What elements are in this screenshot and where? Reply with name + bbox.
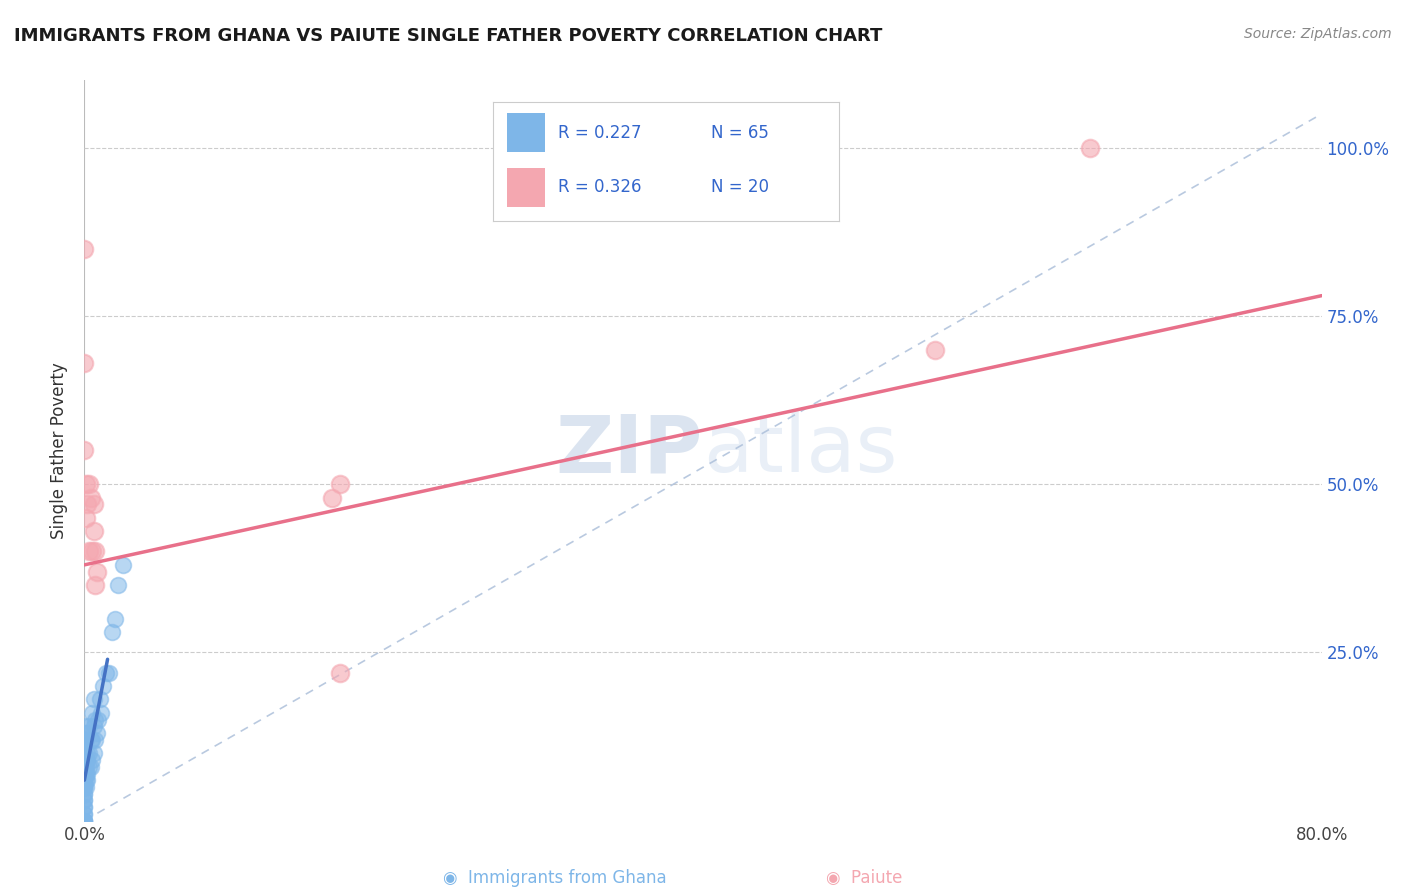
Point — [83, 719, 105, 733]
Point — [79, 760, 101, 774]
Point — [73, 766, 96, 780]
Point — [73, 747, 96, 761]
Point — [76, 766, 98, 780]
Point — [73, 242, 96, 256]
Point — [84, 732, 107, 747]
Point — [86, 726, 108, 740]
Point — [112, 558, 135, 572]
Text: IMMIGRANTS FROM GHANA VS PAIUTE SINGLE FATHER POVERTY CORRELATION CHART: IMMIGRANTS FROM GHANA VS PAIUTE SINGLE F… — [14, 27, 883, 45]
Point — [77, 544, 100, 558]
Point — [73, 773, 96, 788]
Point — [73, 760, 96, 774]
Point — [73, 780, 96, 794]
Point — [73, 356, 96, 370]
Point — [83, 747, 105, 761]
Text: Source: ZipAtlas.com: Source: ZipAtlas.com — [1244, 27, 1392, 41]
Point — [75, 760, 97, 774]
Point — [104, 612, 127, 626]
Point — [73, 814, 96, 828]
Point — [73, 800, 96, 814]
Point — [76, 726, 98, 740]
Point — [73, 793, 96, 807]
Point — [75, 766, 97, 780]
Point — [329, 477, 352, 491]
Text: atlas: atlas — [703, 411, 897, 490]
Point — [73, 732, 96, 747]
Point — [321, 491, 343, 505]
Point — [73, 739, 96, 754]
Text: ZIP: ZIP — [555, 411, 703, 490]
Text: ◉  Paiute: ◉ Paiute — [825, 869, 903, 887]
Y-axis label: Single Father Poverty: Single Father Poverty — [51, 362, 69, 539]
Point — [73, 747, 96, 761]
Point — [86, 565, 108, 579]
Point — [89, 692, 111, 706]
Point — [79, 732, 101, 747]
Point — [75, 477, 97, 491]
Point — [82, 544, 104, 558]
Point — [73, 806, 96, 821]
Point — [94, 665, 117, 680]
Point — [73, 814, 96, 828]
Point — [73, 753, 96, 767]
Point — [77, 477, 100, 491]
Text: ◉  Immigrants from Ghana: ◉ Immigrants from Ghana — [443, 869, 666, 887]
Point — [84, 578, 107, 592]
Point — [75, 753, 97, 767]
Point — [76, 773, 98, 788]
Point — [73, 780, 96, 794]
Point — [82, 732, 104, 747]
Point — [73, 800, 96, 814]
Point — [83, 497, 105, 511]
Point — [87, 713, 110, 727]
Point — [73, 787, 96, 801]
Point — [73, 753, 96, 767]
Point — [82, 706, 104, 720]
Point — [73, 780, 96, 794]
Point — [83, 692, 105, 706]
Point — [77, 760, 100, 774]
Point — [77, 719, 100, 733]
Point — [79, 491, 101, 505]
Point — [76, 753, 98, 767]
Point — [73, 726, 96, 740]
Point — [75, 510, 97, 524]
Point — [75, 732, 97, 747]
Point — [73, 787, 96, 801]
Point — [101, 625, 124, 640]
Point — [73, 806, 96, 821]
Point — [73, 773, 96, 788]
Point — [1078, 140, 1101, 154]
Point — [76, 747, 98, 761]
Point — [73, 719, 96, 733]
Point — [73, 760, 96, 774]
Point — [73, 732, 96, 747]
Point — [83, 524, 105, 539]
Point — [77, 747, 100, 761]
Point — [107, 578, 129, 592]
Point — [75, 773, 97, 788]
Point — [75, 780, 97, 794]
Point — [329, 665, 352, 680]
Point — [73, 766, 96, 780]
Point — [73, 814, 96, 828]
Point — [90, 706, 112, 720]
Point — [76, 497, 98, 511]
Point — [98, 665, 121, 680]
Point — [73, 443, 96, 458]
Point — [73, 793, 96, 807]
Point — [91, 679, 114, 693]
Point — [84, 713, 107, 727]
Point — [84, 544, 107, 558]
Point — [82, 753, 104, 767]
Point — [924, 343, 946, 357]
Point — [73, 814, 96, 828]
